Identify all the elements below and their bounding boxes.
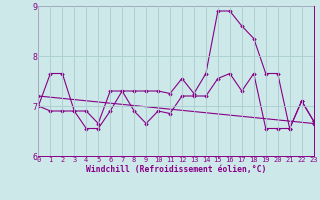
X-axis label: Windchill (Refroidissement éolien,°C): Windchill (Refroidissement éolien,°C)	[86, 165, 266, 174]
